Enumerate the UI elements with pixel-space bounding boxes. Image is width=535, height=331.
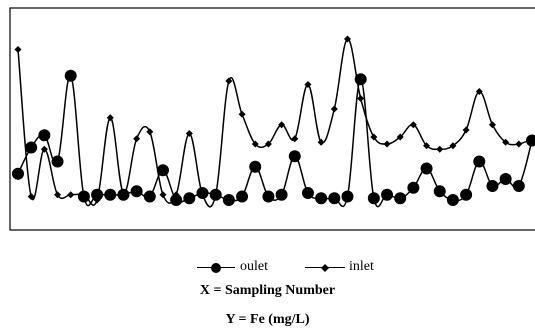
data-point-oulet-4 bbox=[51, 155, 64, 168]
data-point-inlet-34 bbox=[449, 142, 457, 150]
data-point-inlet-2 bbox=[27, 193, 35, 200]
data-point-oulet-32 bbox=[420, 162, 433, 175]
data-point-inlet-3 bbox=[40, 145, 48, 153]
data-point-inlet-11 bbox=[146, 128, 154, 136]
data-point-oulet-23 bbox=[301, 187, 314, 199]
data-point-oulet-1 bbox=[12, 167, 24, 180]
data-point-oulet-21 bbox=[275, 188, 288, 201]
data-point-inlet-27 bbox=[357, 95, 365, 102]
data-point-oulet-35 bbox=[460, 188, 473, 201]
data-point-oulet-25 bbox=[328, 192, 341, 205]
legend-label-oulet: oulet bbox=[240, 259, 268, 274]
data-point-inlet-4 bbox=[54, 191, 62, 199]
data-point-inlet-36 bbox=[475, 88, 483, 95]
data-point-oulet-16 bbox=[209, 188, 222, 201]
data-point-oulet-34 bbox=[446, 194, 459, 206]
data-point-oulet-33 bbox=[433, 185, 446, 198]
data-point-inlet-25 bbox=[330, 105, 338, 113]
data-point-oulet-37 bbox=[486, 180, 499, 192]
data-point-oulet-19 bbox=[249, 160, 262, 173]
data-point-inlet-29 bbox=[383, 140, 391, 148]
data-point-oulet-11 bbox=[143, 190, 156, 203]
data-point-inlet-18 bbox=[238, 110, 246, 118]
data-point-oulet-31 bbox=[407, 181, 420, 194]
data-point-oulet-15 bbox=[196, 187, 209, 199]
data-point-inlet-1 bbox=[14, 46, 22, 53]
data-point-inlet-22 bbox=[291, 135, 299, 143]
data-point-oulet-10 bbox=[130, 185, 143, 198]
data-point-oulet-40 bbox=[526, 134, 535, 147]
data-point-inlet-12 bbox=[159, 191, 167, 199]
data-point-inlet-24 bbox=[317, 138, 325, 146]
data-point-oulet-14 bbox=[183, 192, 196, 205]
data-point-inlet-10 bbox=[133, 135, 141, 143]
data-point-oulet-9 bbox=[117, 188, 130, 201]
data-point-inlet-35 bbox=[462, 126, 470, 134]
data-point-inlet-21 bbox=[278, 121, 286, 129]
data-point-inlet-37 bbox=[488, 121, 496, 129]
data-point-inlet-5 bbox=[67, 191, 75, 199]
data-point-inlet-8 bbox=[106, 114, 114, 122]
data-point-inlet-17 bbox=[225, 77, 233, 85]
data-point-oulet-36 bbox=[473, 155, 486, 168]
data-point-inlet-23 bbox=[304, 81, 312, 88]
legend-marker-inlet bbox=[321, 264, 329, 272]
data-point-oulet-3 bbox=[38, 129, 51, 142]
data-point-oulet-28 bbox=[367, 192, 380, 205]
series-layer bbox=[12, 35, 535, 208]
data-point-oulet-20 bbox=[262, 190, 275, 203]
data-point-inlet-39 bbox=[515, 140, 523, 148]
data-point-oulet-13 bbox=[170, 194, 183, 206]
data-point-inlet-28 bbox=[370, 133, 378, 141]
data-point-oulet-5 bbox=[64, 69, 77, 82]
data-point-inlet-26 bbox=[343, 35, 351, 43]
data-point-inlet-38 bbox=[502, 138, 510, 146]
data-point-oulet-6 bbox=[77, 190, 90, 203]
data-point-inlet-19 bbox=[251, 140, 259, 148]
data-point-oulet-17 bbox=[222, 194, 235, 206]
data-point-inlet-32 bbox=[423, 142, 431, 150]
data-point-oulet-22 bbox=[288, 150, 301, 163]
data-point-oulet-12 bbox=[156, 164, 169, 177]
data-point-inlet-31 bbox=[409, 121, 417, 129]
data-point-inlet-30 bbox=[396, 133, 404, 141]
data-point-oulet-18 bbox=[236, 190, 249, 203]
plot-area-frame bbox=[9, 7, 535, 231]
y-axis-caption: Y = Fe (mg/L) bbox=[225, 312, 310, 327]
series-line-inlet bbox=[17, 38, 533, 208]
data-point-inlet-14 bbox=[185, 130, 193, 137]
data-point-oulet-7 bbox=[91, 188, 104, 201]
x-axis-caption: X = Sampling Number bbox=[199, 283, 336, 298]
legend: oulet inlet bbox=[0, 258, 535, 278]
data-point-inlet-33 bbox=[436, 145, 444, 153]
series-line-oulet bbox=[17, 74, 533, 208]
data-point-oulet-29 bbox=[381, 188, 394, 201]
data-point-oulet-24 bbox=[315, 192, 328, 205]
data-point-oulet-2 bbox=[25, 141, 38, 154]
chart-svg bbox=[9, 7, 535, 231]
data-point-oulet-38 bbox=[499, 173, 512, 185]
data-point-oulet-27 bbox=[354, 73, 367, 86]
data-point-oulet-8 bbox=[104, 188, 117, 201]
data-point-oulet-26 bbox=[341, 190, 354, 203]
data-point-inlet-20 bbox=[264, 140, 272, 148]
data-point-oulet-30 bbox=[394, 192, 407, 205]
legend-label-inlet: inlet bbox=[349, 259, 374, 274]
data-point-oulet-39 bbox=[512, 180, 525, 192]
legend-marker-oulet bbox=[211, 263, 221, 273]
